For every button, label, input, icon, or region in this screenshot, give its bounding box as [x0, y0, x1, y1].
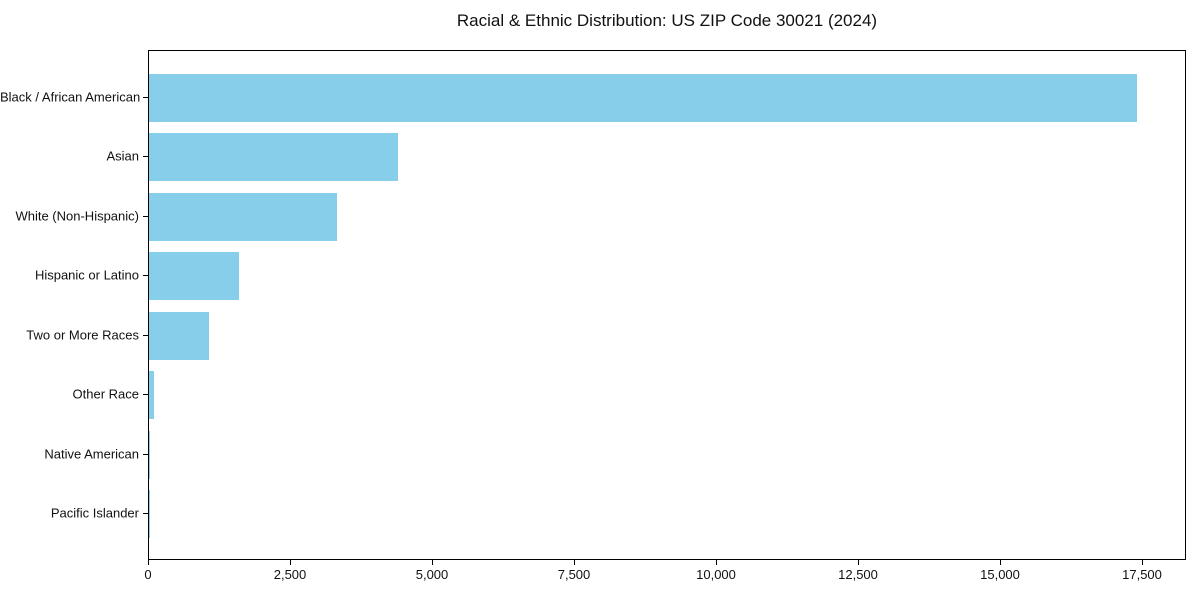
y-tick-label: White (Non-Hispanic) — [15, 208, 139, 224]
y-tick-mark — [143, 394, 148, 395]
y-tick-mark — [143, 275, 148, 276]
x-tick-mark — [716, 560, 717, 565]
y-tick-mark — [143, 454, 148, 455]
x-tick-label: 10,000 — [696, 567, 736, 582]
x-tick-mark — [574, 560, 575, 565]
bar-native-american — [149, 431, 150, 479]
y-tick-label: Black / African American — [0, 89, 141, 105]
x-tick-mark — [1000, 560, 1001, 565]
bar-white-non-hispanic- — [149, 193, 337, 241]
bar-pacific-islander — [149, 490, 150, 538]
bar-other-race — [149, 371, 154, 419]
y-tick-label: Other Race — [72, 386, 139, 402]
y-tick-mark — [143, 216, 148, 217]
x-tick-mark — [148, 560, 149, 565]
x-tick-label: 15,000 — [980, 567, 1020, 582]
y-tick-label: Pacific Islander — [50, 505, 139, 521]
y-tick-mark — [143, 97, 148, 98]
x-tick-label: 0 — [144, 567, 152, 582]
y-tick-label: Native American — [44, 446, 139, 462]
x-tick-label: 17,500 — [1122, 567, 1162, 582]
x-tick-label: 2,500 — [273, 567, 307, 582]
chart-title: Racial & Ethnic Distribution: US ZIP Cod… — [456, 11, 878, 30]
y-tick-label: Two or More Races — [26, 327, 139, 343]
bar-hispanic-or-latino — [149, 252, 239, 300]
bar-black-african-american — [149, 74, 1137, 122]
x-tick-label: 5,000 — [415, 567, 449, 582]
x-tick-label: 12,500 — [838, 567, 878, 582]
x-tick-mark — [432, 560, 433, 565]
x-tick-label: 7,500 — [557, 567, 591, 582]
y-tick-mark — [143, 156, 148, 157]
bar-asian — [149, 133, 398, 181]
y-tick-mark — [143, 513, 148, 514]
x-tick-mark — [1142, 560, 1143, 565]
y-tick-mark — [143, 335, 148, 336]
plot-area — [148, 50, 1186, 560]
x-tick-mark — [290, 560, 291, 565]
y-tick-label: Hispanic or Latino — [34, 267, 139, 283]
y-tick-label: Asian — [106, 148, 139, 164]
x-tick-mark — [858, 560, 859, 565]
bar-two-or-more-races — [149, 312, 209, 360]
